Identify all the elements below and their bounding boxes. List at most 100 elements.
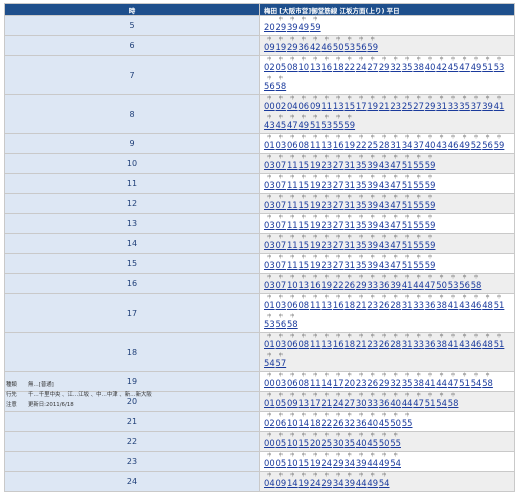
departure-link[interactable]: 中 13 [298,274,309,291]
departure-link[interactable]: 中 06 [287,134,298,151]
departure-link[interactable]: 中 43 [459,294,470,311]
departure-link[interactable]: 中 22 [344,56,355,73]
departure-link[interactable]: 中 15 [298,154,309,171]
departure-link[interactable]: 中 59 [494,134,505,151]
departure-link[interactable]: 中 47 [413,392,424,409]
departure-link[interactable]: 中 51 [459,372,470,389]
departure-link[interactable]: 中 21 [321,392,332,409]
departure-link[interactable]: 中 34 [333,472,344,489]
departure-link[interactable]: 中 14 [298,412,309,429]
departure-link[interactable]: 中 31 [436,95,447,112]
departure-link[interactable]: 中 05 [275,56,286,73]
departure-link[interactable]: 中 31 [344,214,355,231]
departure-link[interactable]: 中 30 [333,432,344,449]
departure-link[interactable]: 中 15 [344,95,355,112]
departure-link[interactable]: 中 43 [379,194,390,211]
departure-link[interactable]: 中 30 [356,392,367,409]
departure-link[interactable]: 中 38 [436,333,447,350]
departure-link[interactable]: 中 33 [413,333,424,350]
departure-link[interactable]: 中 45 [379,412,390,429]
departure-link[interactable]: 中 26 [379,294,390,311]
departure-link[interactable]: 中 06 [275,412,286,429]
departure-link[interactable]: 中 22 [333,274,344,291]
departure-link[interactable]: 中 03 [275,294,286,311]
departure-link[interactable]: 中 56 [356,36,367,53]
departure-link[interactable]: 中 16 [310,274,321,291]
departure-link[interactable]: 中 21 [356,333,367,350]
departure-link[interactable]: 中 25 [321,432,332,449]
departure-link[interactable]: 中 11 [321,95,332,112]
departure-link[interactable]: 中 51 [402,174,413,191]
departure-link[interactable]: 中 18 [333,56,344,73]
departure-link[interactable]: 中 43 [264,114,275,131]
departure-link[interactable]: 中 24 [310,472,321,489]
departure-link[interactable]: 中 58 [275,75,286,92]
departure-link[interactable]: 中 56 [264,75,275,92]
departure-link[interactable]: 中 20 [344,372,355,389]
departure-link[interactable]: 中 54 [264,352,275,369]
departure-link[interactable]: 中 33 [448,95,459,112]
departure-link[interactable]: 中 04 [287,95,298,112]
departure-link[interactable]: 中 34 [402,134,413,151]
departure-link[interactable]: 中 47 [459,56,470,73]
departure-link[interactable]: 中 04 [264,472,275,489]
departure-link[interactable]: 中 39 [287,16,298,33]
departure-link[interactable]: 中 41 [494,95,505,112]
departure-link[interactable]: 中 29 [333,452,344,469]
departure-link[interactable]: 中 09 [310,95,321,112]
departure-link[interactable]: 中 55 [413,254,424,271]
departure-link[interactable]: 中 31 [344,154,355,171]
departure-link[interactable]: 中 24 [333,392,344,409]
departure-link[interactable]: 中 47 [390,174,401,191]
departure-link[interactable]: 中 23 [321,254,332,271]
departure-link[interactable]: 中 29 [356,274,367,291]
departure-link[interactable]: 中 41 [425,372,436,389]
departure-link[interactable]: 中 40 [425,56,436,73]
departure-link[interactable]: 中 11 [310,294,321,311]
departure-link[interactable]: 中 11 [310,134,321,151]
departure-link[interactable]: 中 07 [275,174,286,191]
departure-link[interactable]: 中 43 [379,174,390,191]
departure-link[interactable]: 中 39 [367,174,378,191]
departure-link[interactable]: 中 03 [264,274,275,291]
departure-link[interactable]: 中 43 [379,154,390,171]
departure-link[interactable]: 中 10 [287,274,298,291]
departure-link[interactable]: 中 47 [448,372,459,389]
departure-link[interactable]: 中 45 [367,432,378,449]
departure-link[interactable]: 中 51 [402,154,413,171]
departure-link[interactable]: 中 01 [264,134,275,151]
departure-link[interactable]: 中 15 [298,214,309,231]
departure-link[interactable]: 中 46 [471,294,482,311]
departure-link[interactable]: 中 55 [333,114,344,131]
departure-link[interactable]: 中 19 [310,452,321,469]
departure-link[interactable]: 中 35 [356,154,367,171]
departure-link[interactable]: 中 23 [321,214,332,231]
departure-link[interactable]: 中 15 [298,254,309,271]
departure-link[interactable]: 中 03 [264,234,275,251]
departure-link[interactable]: 中 27 [367,56,378,73]
departure-link[interactable]: 中 11 [310,372,321,389]
departure-link[interactable]: 中 39 [344,472,355,489]
departure-link[interactable]: 中 23 [321,154,332,171]
departure-link[interactable]: 中 47 [390,154,401,171]
departure-link[interactable]: 中 21 [379,95,390,112]
departure-link[interactable]: 中 23 [321,174,332,191]
departure-link[interactable]: 中 49 [379,452,390,469]
departure-link[interactable]: 中 49 [367,472,378,489]
departure-link[interactable]: 中 18 [344,333,355,350]
departure-link[interactable]: 中 00 [264,372,275,389]
departure-link[interactable]: 中 55 [413,234,424,251]
departure-link[interactable]: 中 41 [402,274,413,291]
departure-link[interactable]: 中 26 [379,333,390,350]
departure-link[interactable]: 中 16 [333,294,344,311]
departure-link[interactable]: 中 29 [379,56,390,73]
departure-link[interactable]: 中 59 [425,214,436,231]
departure-link[interactable]: 中 19 [321,274,332,291]
departure-link[interactable]: 中 25 [367,134,378,151]
departure-link[interactable]: 中 27 [333,174,344,191]
departure-link[interactable]: 中 28 [379,134,390,151]
departure-link[interactable]: 中 13 [321,134,332,151]
departure-link[interactable]: 中 53 [494,56,505,73]
departure-link[interactable]: 中 29 [379,372,390,389]
departure-link[interactable]: 中 59 [425,234,436,251]
